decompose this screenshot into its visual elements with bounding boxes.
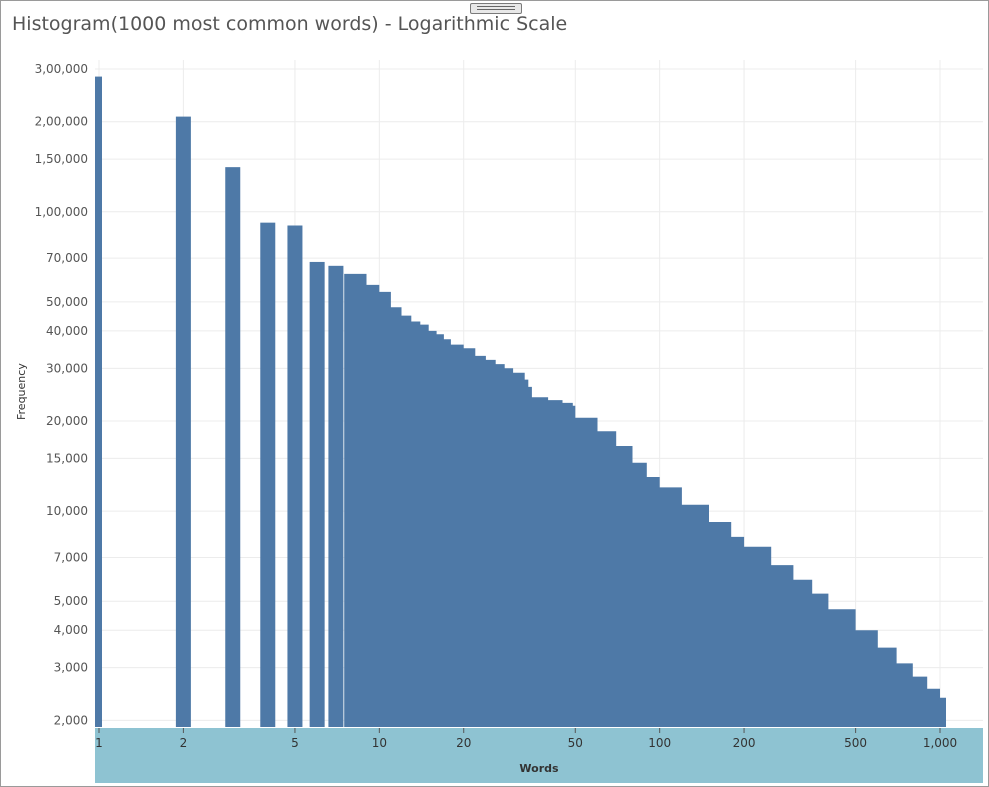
x-tick-label: 500 bbox=[844, 736, 867, 750]
y-tick-label: 1,50,000 bbox=[35, 152, 88, 166]
y-tick-label: 30,000 bbox=[46, 361, 88, 375]
x-axis-label: Words bbox=[519, 762, 559, 775]
y-tick-label: 20,000 bbox=[46, 414, 88, 428]
bar-rank-2 bbox=[175, 116, 191, 728]
bar-rank-6 bbox=[309, 261, 325, 727]
x-tick-label: 20 bbox=[456, 736, 471, 750]
bar-rank-4 bbox=[260, 222, 276, 727]
y-tick-label: 7,000 bbox=[54, 550, 88, 564]
chart-title: Histogram(1000 most common words) - Loga… bbox=[12, 13, 568, 35]
y-tick-label: 3,00,000 bbox=[35, 62, 88, 76]
x-tick-label: 200 bbox=[733, 736, 756, 750]
x-tick-label: 1 bbox=[95, 736, 103, 750]
x-tick-label: 5 bbox=[291, 736, 299, 750]
bar-rank-1 bbox=[95, 76, 102, 728]
x-tick-label: 10 bbox=[372, 736, 387, 750]
y-tick-label: 4,000 bbox=[54, 623, 88, 637]
bar-rank-7 bbox=[328, 265, 344, 727]
x-axis-ticks: 1 2 5 10 20 50 100 200 500 1,000 bbox=[95, 728, 957, 750]
bar-rank-3 bbox=[225, 167, 241, 727]
tail-bars-area bbox=[344, 273, 946, 727]
x-tick-label: 1,000 bbox=[923, 736, 957, 750]
y-axis-ticks: 2,000 3,000 4,000 5,000 7,000 10,000 15,000 20,… bbox=[35, 62, 88, 727]
x-axis-band bbox=[95, 728, 983, 783]
y-tick-label: 2,00,000 bbox=[35, 115, 88, 129]
bar-rank-5 bbox=[287, 225, 303, 727]
y-tick-label: 50,000 bbox=[46, 295, 88, 309]
resize-handle[interactable] bbox=[470, 3, 522, 14]
y-tick-label: 10,000 bbox=[46, 504, 88, 518]
y-tick-label: 40,000 bbox=[46, 324, 88, 338]
x-tick-label: 2 bbox=[180, 736, 188, 750]
y-tick-label: 3,000 bbox=[54, 661, 88, 675]
y-tick-label: 5,000 bbox=[54, 594, 88, 608]
x-tick-label: 50 bbox=[568, 736, 583, 750]
x-tick-label: 100 bbox=[648, 736, 671, 750]
y-tick-label: 1,00,000 bbox=[35, 205, 88, 219]
y-tick-label: 70,000 bbox=[46, 251, 88, 265]
y-tick-label: 15,000 bbox=[46, 451, 88, 465]
y-tick-label: 2,000 bbox=[54, 713, 88, 727]
bars bbox=[95, 76, 946, 728]
